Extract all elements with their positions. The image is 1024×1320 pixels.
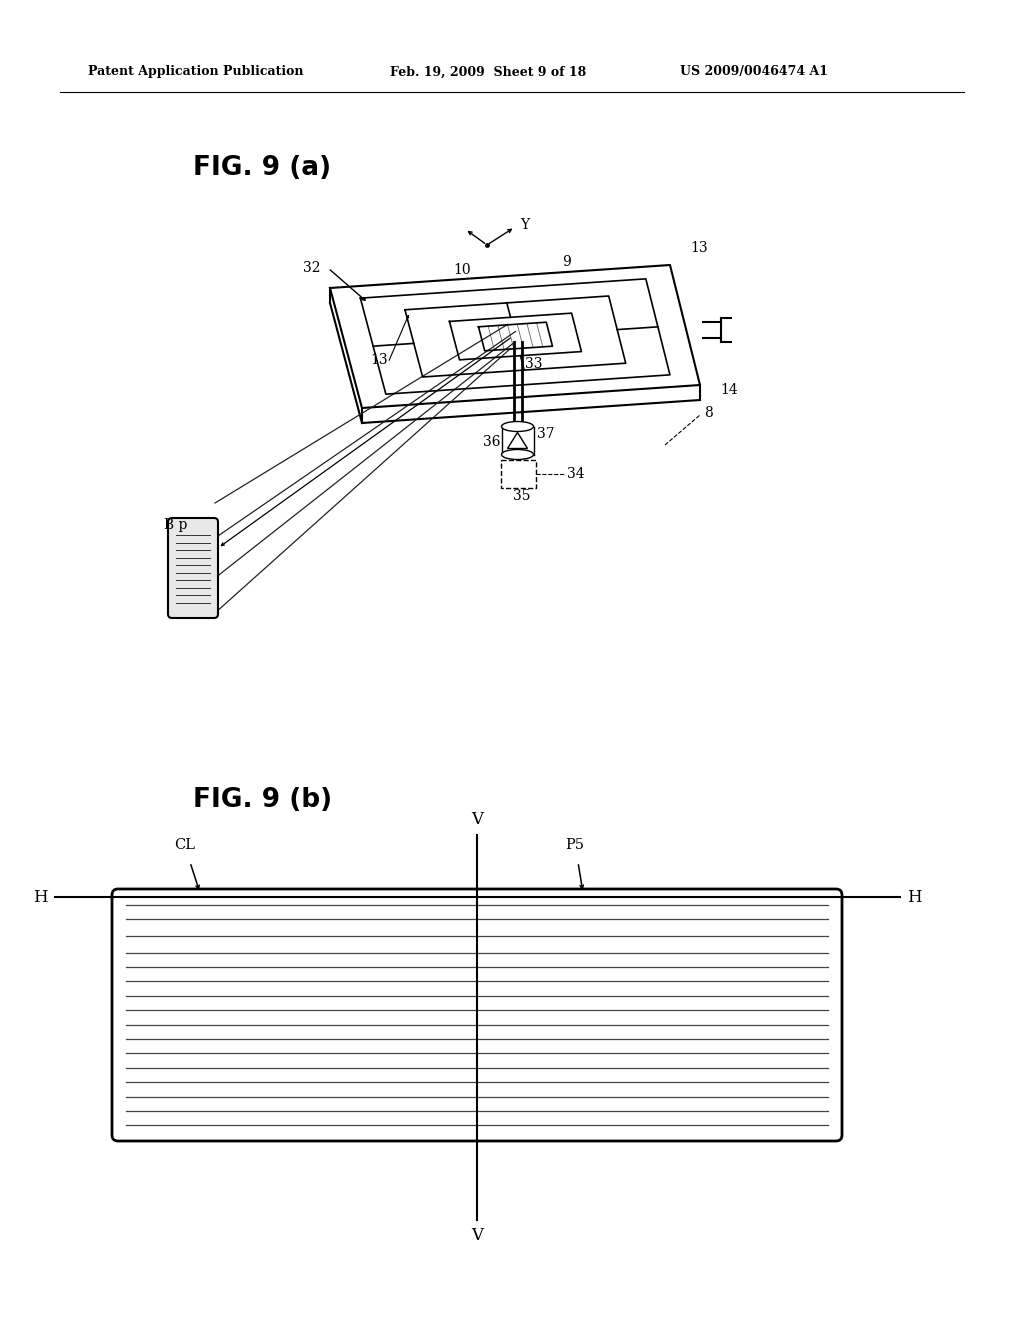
Text: 8: 8 <box>705 407 713 420</box>
Text: 36: 36 <box>482 436 500 450</box>
Text: 37: 37 <box>538 428 555 441</box>
Text: FIG. 9 (a): FIG. 9 (a) <box>193 154 331 181</box>
Text: CL: CL <box>174 838 196 851</box>
Text: V: V <box>471 1228 483 1245</box>
Text: Patent Application Publication: Patent Application Publication <box>88 66 303 78</box>
Text: 32: 32 <box>302 261 319 275</box>
Text: Feb. 19, 2009  Sheet 9 of 18: Feb. 19, 2009 Sheet 9 of 18 <box>390 66 587 78</box>
Text: P5: P5 <box>565 838 585 851</box>
Text: H: H <box>907 888 922 906</box>
Text: Y: Y <box>520 218 529 232</box>
Ellipse shape <box>502 421 534 432</box>
Text: 10: 10 <box>453 263 471 277</box>
Text: 14: 14 <box>720 383 737 397</box>
Text: B p: B p <box>164 517 187 532</box>
Text: 34: 34 <box>567 466 585 480</box>
Text: H: H <box>34 888 48 906</box>
Text: 35: 35 <box>512 488 530 503</box>
Text: 33: 33 <box>525 356 543 371</box>
FancyBboxPatch shape <box>168 517 218 618</box>
Bar <box>501 459 536 487</box>
Ellipse shape <box>502 450 534 459</box>
Text: US 2009/0046474 A1: US 2009/0046474 A1 <box>680 66 828 78</box>
FancyBboxPatch shape <box>112 888 842 1140</box>
Text: V: V <box>471 810 483 828</box>
Text: 9: 9 <box>562 255 570 269</box>
Text: 13: 13 <box>370 352 388 367</box>
Text: FIG. 9 (b): FIG. 9 (b) <box>193 787 332 813</box>
Text: 13: 13 <box>690 242 708 255</box>
